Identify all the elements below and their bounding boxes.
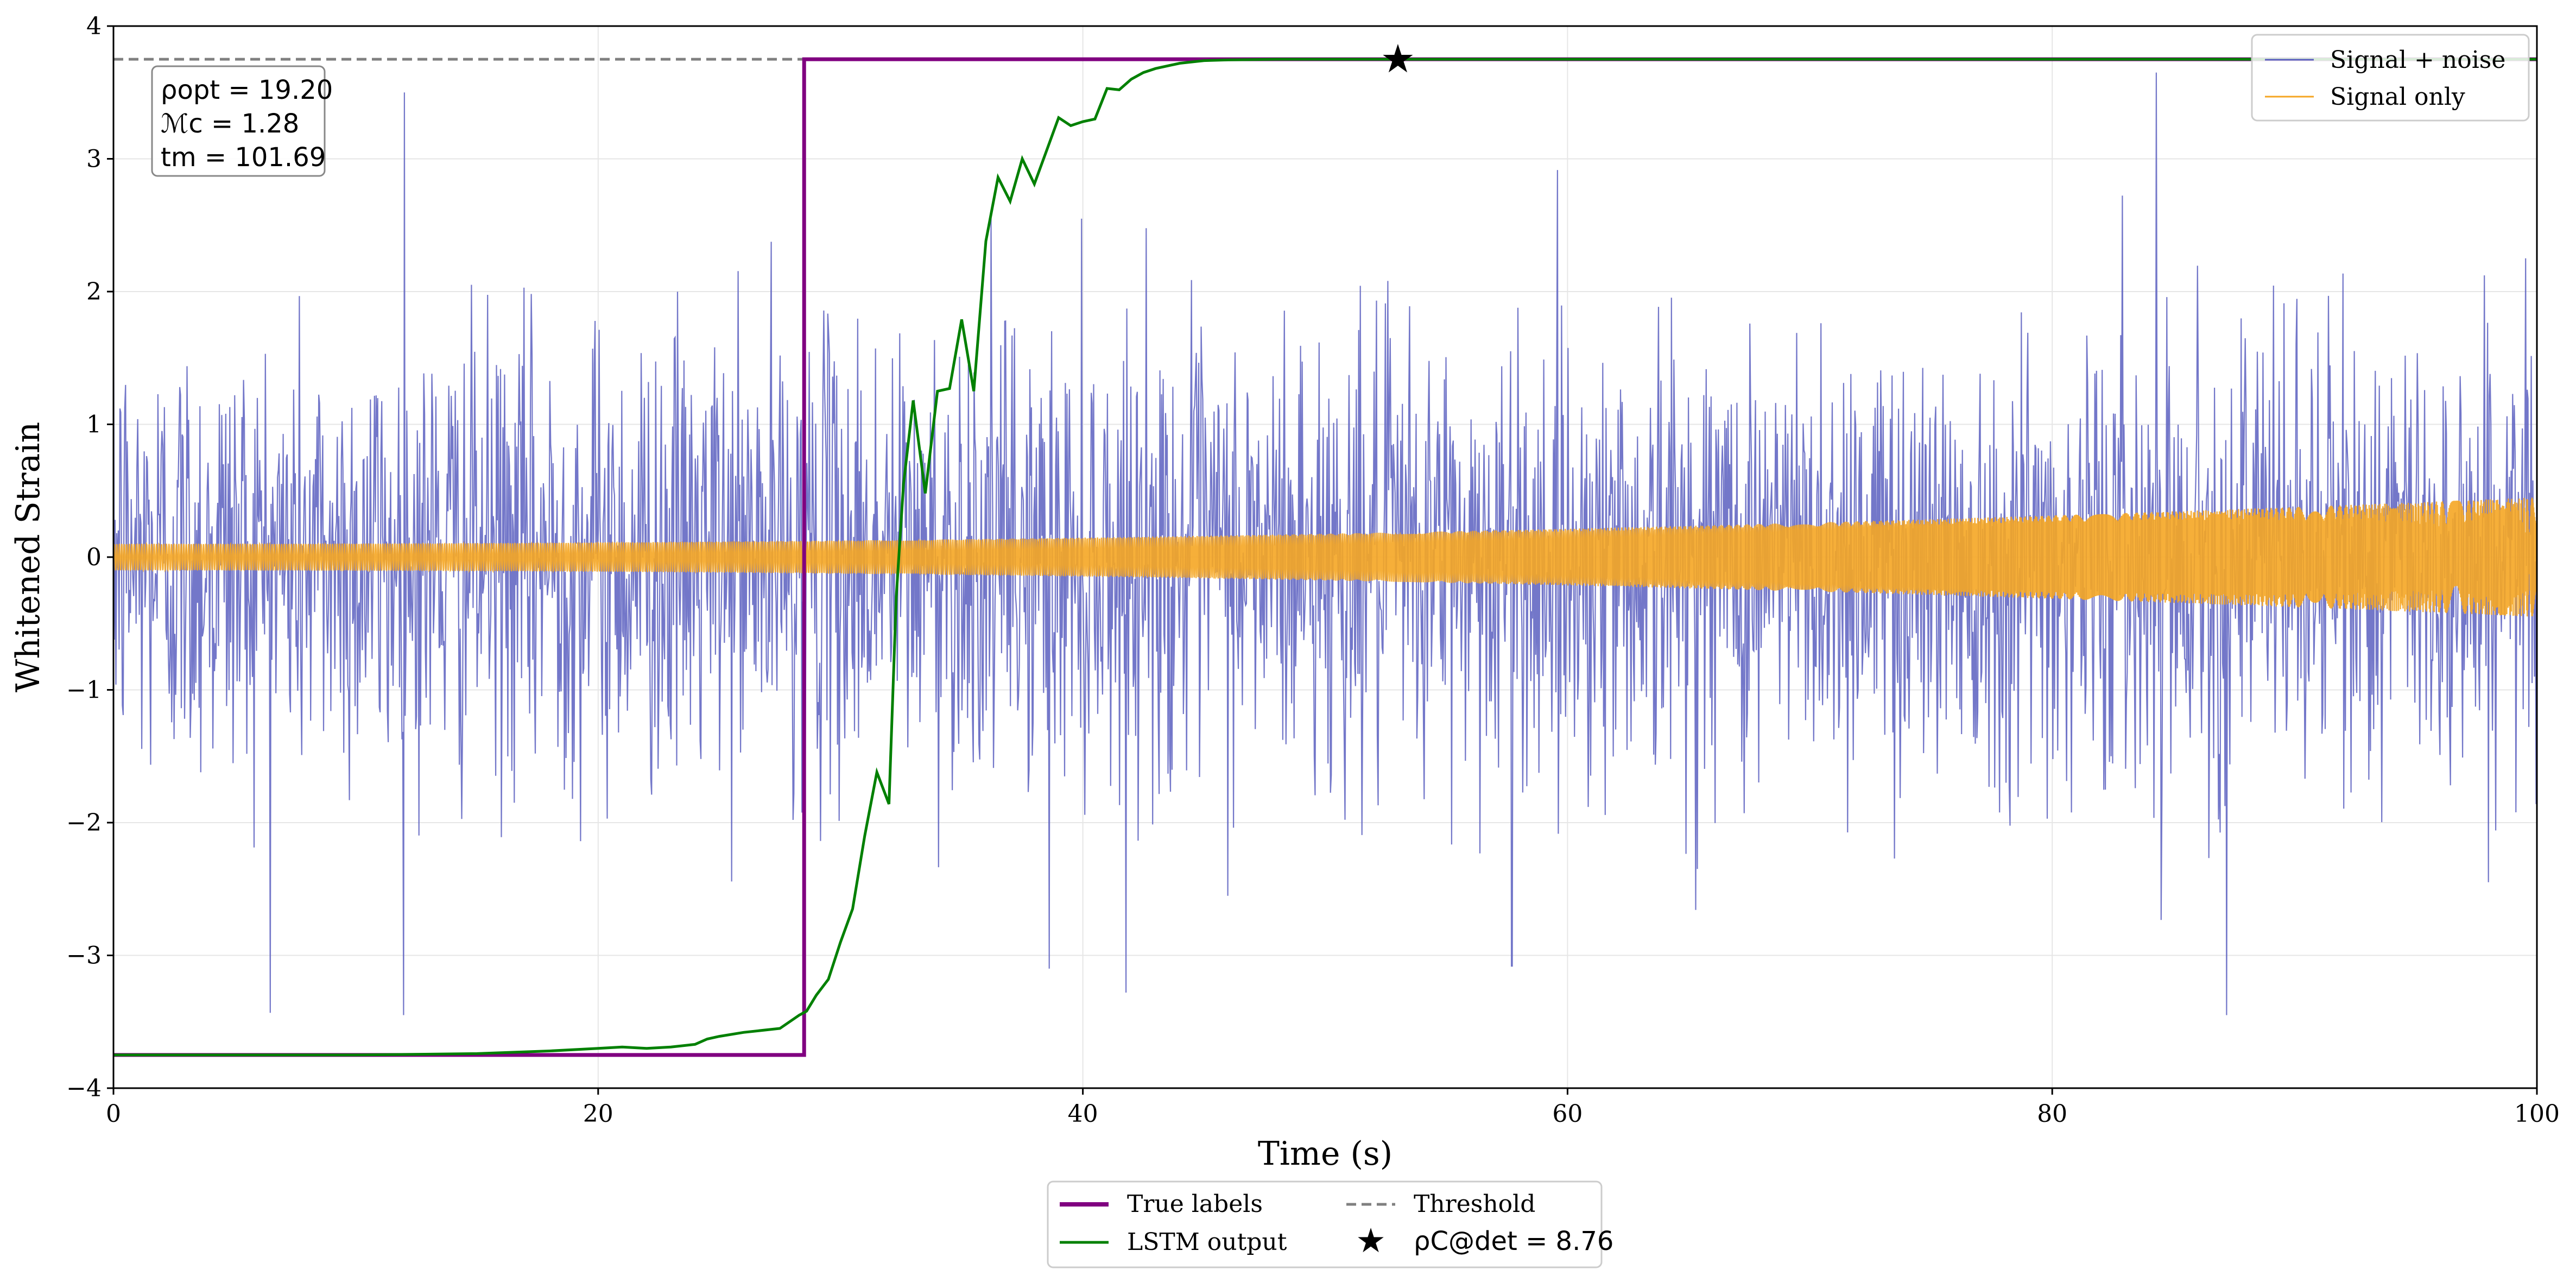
y-tick-label-5: 1 [86, 411, 102, 439]
y-tick-label-6: 2 [86, 278, 102, 306]
x-tick-label-1: 20 [583, 1100, 613, 1128]
detection-star-icon: ★ [1381, 36, 1416, 81]
y-tick-label-8: 4 [86, 12, 102, 40]
legend-noise-label: Signal + noise [2330, 46, 2505, 74]
legend-star-icon: ★ [1356, 1221, 1386, 1260]
annotation-rho-opt: ρopt = 19.20 [161, 75, 333, 105]
y-tick-label-1: −3 [66, 942, 102, 970]
annotation-merger-time: tm = 101.69 [161, 142, 326, 173]
legend-lower: True labels LSTM output Threshold ★ ρC@d… [1047, 1180, 1613, 1268]
y-tick-label-0: −4 [66, 1075, 102, 1102]
y-tick-label-7: 3 [86, 146, 102, 173]
y-tick-label-3: −1 [66, 677, 102, 704]
x-tick-label-5: 100 [2514, 1100, 2560, 1128]
legend-true-labels-label: True labels [1127, 1190, 1263, 1218]
legend-upper: Signal + noise Signal only [2251, 34, 2530, 122]
annotation-chirp-mass: ℳc = 1.28 [161, 109, 299, 139]
legend-rho-det-label: ρC@det = 8.76 [1414, 1226, 1613, 1256]
legend-threshold-label: Threshold [1414, 1190, 1535, 1218]
x-tick-label-4: 80 [2037, 1100, 2067, 1128]
x-tick-label-2: 40 [1068, 1100, 1098, 1128]
series-signal-only [113, 497, 2537, 617]
legend-signal-label: Signal only [2330, 83, 2465, 111]
parameter-annotation: ρopt = 19.20 ℳc = 1.28 tm = 101.69 [151, 65, 333, 177]
x-tick-label-0: 0 [106, 1100, 121, 1128]
y-tick-label-4: 0 [86, 544, 102, 571]
legend-lstm-label: LSTM output [1127, 1228, 1287, 1256]
x-tick-label-3: 60 [1552, 1100, 1583, 1128]
y-tick-label-2: −2 [66, 809, 102, 837]
series-lstm-output [113, 58, 2537, 1057]
y-axis-label: Whitened Strain [9, 422, 47, 692]
x-axis-label: Time (s) [1258, 1135, 1393, 1173]
